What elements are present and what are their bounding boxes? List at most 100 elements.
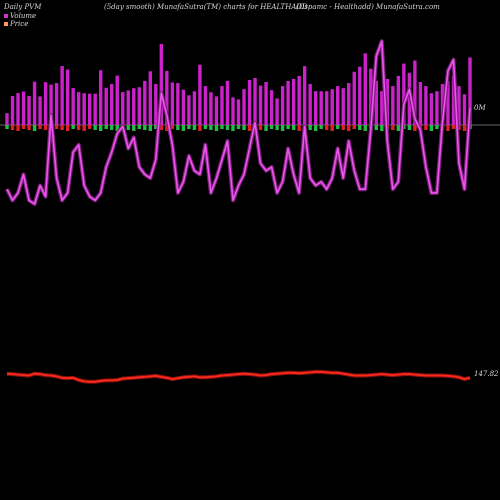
volume-bar [60, 66, 64, 125]
legend-item-price: Price [4, 20, 28, 28]
volume-bar [429, 93, 434, 125]
volume-bar [462, 94, 467, 125]
volume-bar [214, 96, 219, 125]
volume-direction-tick [76, 125, 81, 130]
legend-swatch-price [4, 22, 8, 26]
legend-swatch-volume [4, 14, 8, 18]
volume-direction-tick [165, 125, 169, 131]
volume-bar [385, 78, 390, 125]
volume-direction-tick [220, 125, 224, 129]
volume-direction-tick [352, 125, 356, 129]
volume-direction-tick [198, 125, 202, 131]
volume-direction-tick [347, 125, 351, 131]
volume-bar [396, 75, 401, 125]
volume-direction-tick [330, 125, 334, 131]
volume-direction-tick [43, 125, 48, 130]
volume-bar [253, 77, 257, 125]
volume-bar [137, 87, 141, 125]
volume-direction-tick [110, 125, 114, 130]
volume-bar [247, 79, 252, 125]
volume-direction-tick [446, 125, 450, 131]
volume-bar [418, 82, 423, 125]
chart-label-left: Daily PVM [4, 3, 42, 11]
volume-bar [457, 86, 461, 125]
volume-direction-tick [60, 125, 64, 130]
price-line [6, 370, 471, 383]
volume-bar [468, 57, 472, 125]
volume-bar [27, 95, 31, 125]
volume-direction-tick [21, 125, 26, 129]
volume-bar [104, 87, 108, 125]
volume-bar [369, 68, 373, 125]
volume-bar [242, 89, 246, 125]
volume-bar [286, 81, 290, 125]
volume-direction-tick [231, 125, 235, 131]
volume-bar [358, 66, 362, 125]
volume-bar [435, 91, 439, 125]
volume-bar [159, 43, 164, 125]
legend-label-price: Price [10, 20, 29, 28]
volume-direction-tick [429, 125, 434, 131]
volume-direction-tick [269, 125, 274, 129]
volume-bar [10, 95, 15, 125]
volume-direction-tick [297, 125, 301, 131]
volume-direction-tick [104, 125, 108, 129]
volume-direction-tick [93, 125, 97, 130]
volume-bar [413, 60, 417, 126]
volume-direction-tick [126, 125, 130, 130]
volume-bar [302, 66, 307, 125]
volume-direction-tick [115, 125, 119, 131]
volume-direction-tick [319, 125, 323, 129]
volume-direction-tick [143, 125, 147, 130]
volume-bar [110, 84, 114, 125]
volume-bar [336, 86, 340, 125]
volume-direction-tick [324, 125, 329, 130]
volume-direction-tick [336, 125, 340, 129]
volume-last-label: 0M [474, 104, 486, 112]
volume-direction-tick [176, 125, 180, 130]
volume-bar [324, 91, 329, 125]
volume-bar [220, 86, 224, 125]
volume-bar [49, 84, 53, 125]
volume-bar [313, 91, 318, 125]
volume-direction-tick [413, 125, 417, 131]
volume-bar [165, 70, 169, 125]
volume-direction-tick [159, 125, 164, 130]
volume-bar [5, 113, 9, 125]
volume-bar [352, 71, 356, 125]
volume-bar [203, 86, 208, 125]
volume-direction-tick [396, 125, 401, 131]
volume-bar [319, 91, 323, 125]
volume-bar [99, 70, 103, 125]
volume-direction-tick [236, 125, 241, 129]
volume-bar [126, 90, 130, 125]
volume-bar [198, 64, 202, 125]
volume-bar [424, 86, 428, 125]
volume-bar [209, 92, 213, 125]
volume-bar [264, 82, 268, 125]
volume-bar [82, 93, 86, 125]
volume-direction-tick [154, 125, 158, 129]
volume-direction-tick [65, 125, 70, 131]
volume-direction-tick [32, 125, 37, 131]
volume-direction-tick [16, 125, 20, 131]
volume-direction-tick [380, 125, 384, 131]
volume-bar [231, 97, 235, 125]
volume-bar [225, 81, 230, 125]
volume-direction-tick [247, 125, 252, 131]
volume-bar [330, 89, 334, 125]
volume-bar [76, 92, 81, 125]
volume-direction-tick [181, 125, 186, 131]
volume-direction-tick [363, 125, 367, 131]
volume-bar [132, 88, 136, 125]
volume-bar [181, 89, 186, 125]
volume-direction-tick [71, 125, 75, 129]
volume-direction-tick [313, 125, 318, 131]
volume-bar [16, 92, 20, 125]
volume-direction-tick [391, 125, 395, 130]
volume-bar [65, 69, 70, 125]
volume-direction-tick [187, 125, 191, 129]
volume-bar [269, 90, 274, 125]
volume-bar [446, 81, 450, 125]
